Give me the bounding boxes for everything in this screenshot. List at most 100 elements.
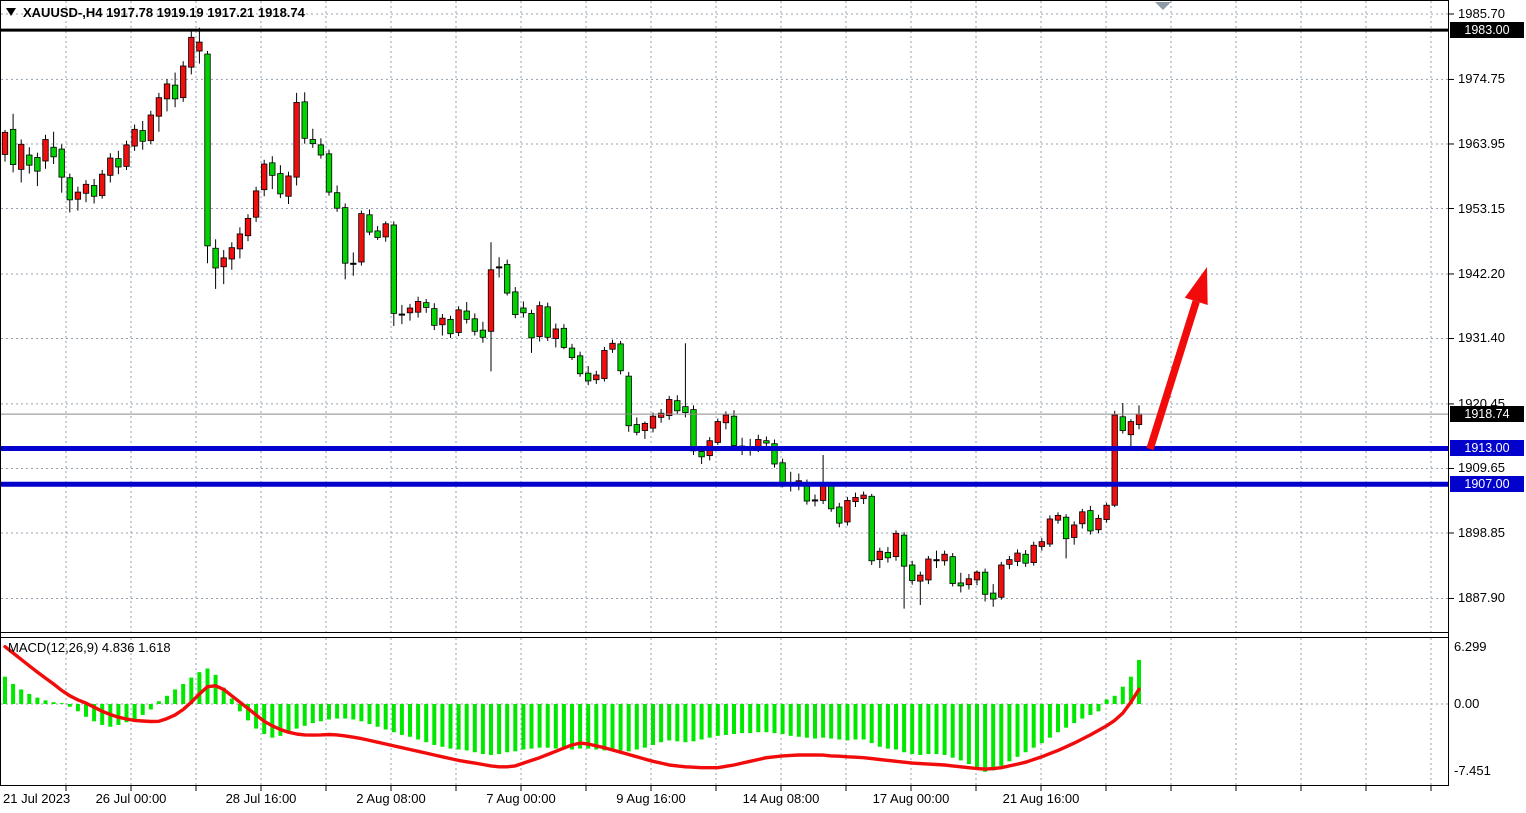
candlestick [1030,541,1037,566]
candlestick [909,560,916,585]
candlestick [115,150,122,175]
macd-histogram-bar [270,704,275,738]
macd-histogram-bar [991,704,996,771]
macd-histogram-bar [821,704,826,738]
support-badge-1907: 1907.00 [1450,476,1524,492]
macd-histogram-bar [1056,704,1060,733]
candlestick [382,221,389,242]
symbol-dropdown-icon[interactable] [6,8,16,16]
candlestick [414,296,422,318]
macd-histogram-bar [610,704,615,750]
candlestick [504,259,511,296]
candlestick [1,129,9,162]
time-axis-label: 9 Aug 16:00 [616,791,686,806]
macd-histogram-bar [861,704,866,740]
macd-histogram-bar [1104,699,1109,704]
macd-histogram-bar [764,704,769,733]
candlestick [641,421,649,439]
candlestick [131,124,138,151]
macd-histogram-bar [651,704,655,745]
macd-histogram-bar [772,704,777,734]
candlestick [406,303,414,321]
macd-histogram-bar [286,704,291,733]
macd-histogram-bar [740,704,745,734]
macd-histogram-bar [545,704,550,748]
macd-histogram-bar [626,704,631,752]
macd-histogram-bar [189,677,194,704]
candlestick [860,491,867,505]
macd-histogram-bar [327,704,331,720]
candlestick [884,547,892,563]
macd-histogram-bar [408,704,412,737]
time-axis-label: 14 Aug 08:00 [742,791,820,806]
macd-histogram-bar [958,704,963,761]
candlestick [204,51,211,264]
macd-histogram-bar [829,704,834,739]
chart-shift-icon[interactable] [1155,2,1171,10]
candlestick [1038,538,1045,551]
time-axis-label: 26 Jul 00:00 [95,791,167,806]
candlestick [682,343,689,418]
candlestick [544,302,551,341]
macd-histogram-bar [553,704,558,749]
macd-histogram-bar [1088,704,1093,715]
candlestick [1127,419,1135,451]
candlestick [325,149,333,196]
macd-histogram-bar [335,704,340,719]
price-axis-label: 1974.75 [1458,71,1505,87]
macd-histogram-bar [642,704,647,748]
candlestick [220,250,227,285]
price-axis-label: 1898.85 [1458,525,1505,541]
macd-histogram-bar [788,704,793,736]
candlestick [398,305,406,325]
candlestick [990,584,997,607]
macd-histogram-bar [1007,704,1012,762]
current-price-badge: 1918.74 [1450,406,1524,422]
macd-indicator-label: MACD(12,26,9) 4.836 1.618 [8,640,171,655]
macd-histogram-bar [594,704,599,750]
candlestick [714,418,721,445]
macd-histogram-bar [853,704,858,740]
macd-histogram-bar [885,704,890,749]
candlestick [18,139,25,183]
candlestick [269,156,276,190]
macd-histogram-bar [634,704,639,750]
candlestick [949,553,956,587]
macd-histogram-bar [667,704,672,741]
price-axis-label: 1931.40 [1458,330,1505,346]
macd-histogram-bar [246,704,250,721]
macd-histogram-bar [472,704,477,753]
macd-histogram-bar [173,689,178,704]
macd-histogram-bar [480,704,485,755]
candlestick [366,209,373,236]
candlestick [528,309,535,353]
chart-title-ohlc: XAUUSD-,H4 1917.78 1919.19 1917.21 1918.… [23,4,305,20]
macd-histogram-bar [877,704,882,747]
price-axis-label: 1887.90 [1458,590,1505,606]
macd-histogram-bar [780,704,785,735]
candlestick [180,61,187,102]
macd-axis-max: 6.299 [1454,639,1487,654]
candlestick [495,257,503,278]
macd-histogram-bar [966,704,971,765]
candlestick [576,351,584,377]
price-axis-label: 1963.95 [1458,135,1505,151]
candlestick [536,301,543,342]
macd-histogram-bar [813,704,817,739]
candlestick [844,496,851,526]
candlestick [50,131,57,164]
macd-histogram-bar [675,704,680,742]
candlestick [601,346,608,382]
macd-histogram-bar [302,704,307,726]
candlestick [139,120,146,150]
candlestick [852,492,859,508]
candlestick [350,252,357,276]
macd-histogram-bar [1015,704,1020,757]
trend-arrow[interactable] [1146,267,1208,451]
macd-histogram-bar [732,704,736,735]
candlestick [244,214,252,242]
macd-histogram-bar [602,704,607,751]
support-badge-1913: 1913.00 [1450,440,1524,456]
candlestick [82,180,90,203]
candlestick [957,572,964,593]
